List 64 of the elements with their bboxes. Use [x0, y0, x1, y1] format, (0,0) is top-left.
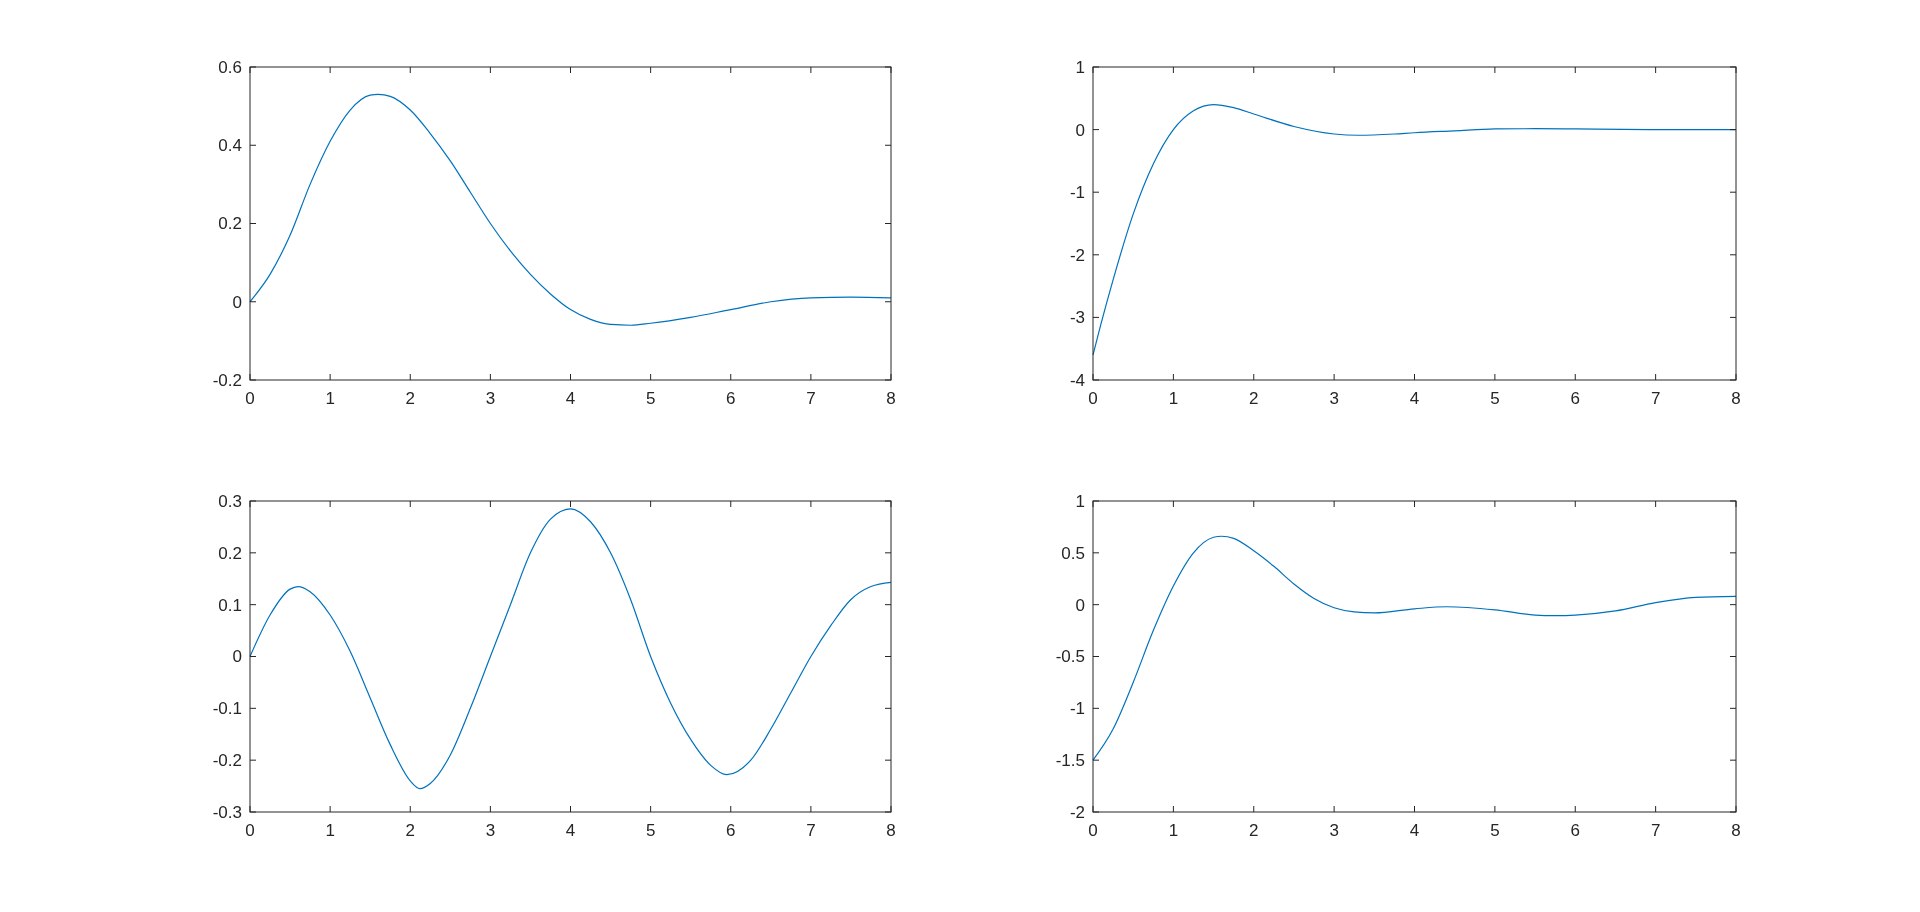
x-tick-label: 4 — [1409, 821, 1420, 840]
x-tick-label: 4 — [565, 821, 576, 840]
x-tick-label: 8 — [1731, 389, 1741, 408]
y-tick-label: 1 — [1075, 491, 1085, 511]
x-tick-label: 8 — [1731, 821, 1741, 840]
x-tick-label: 0 — [245, 389, 255, 408]
y-tick-label: 0.3 — [218, 491, 242, 511]
x-tick-label: 6 — [1570, 389, 1580, 408]
x-tick-label: 4 — [1409, 389, 1420, 408]
y-tick-label: -1 — [1069, 183, 1085, 203]
y-tick-label: -2 — [1069, 802, 1085, 822]
y-tick-label: -1 — [1069, 699, 1085, 719]
x-tick-label: 7 — [806, 821, 816, 840]
x-tick-label: 7 — [806, 389, 816, 408]
y-tick-label: 0.2 — [218, 543, 242, 563]
y-tick-label: 0.4 — [218, 136, 242, 156]
line-series — [249, 508, 892, 790]
y-tick-label: 0.2 — [218, 214, 242, 234]
y-tick-label: 1 — [1075, 57, 1085, 77]
x-tick-label: 3 — [1329, 389, 1339, 408]
x-tick-label: 0 — [1088, 821, 1098, 840]
y-tick-label: -0.2 — [212, 370, 242, 390]
x-tick-label: 8 — [886, 389, 896, 408]
x-tick-label: 6 — [1570, 821, 1580, 840]
x-tick-label: 8 — [886, 821, 896, 840]
x-tick-label: 1 — [325, 821, 335, 840]
x-tick-label: 1 — [325, 389, 335, 408]
x-tick-label: 5 — [1490, 389, 1500, 408]
x-tick-label: 5 — [645, 821, 656, 840]
y-tick-label: 0 — [232, 647, 242, 667]
x-tick-label: 0 — [1088, 389, 1098, 408]
y-tick-label: -0.3 — [212, 802, 242, 822]
x-tick-label: 3 — [485, 389, 496, 408]
x-tick-label: 6 — [726, 821, 736, 840]
x-tick-label: 0 — [245, 821, 255, 840]
x-tick-label: 2 — [1249, 389, 1259, 408]
x-tick-label: 3 — [1329, 821, 1339, 840]
y-tick-label: -0.2 — [212, 751, 242, 771]
y-tick-label: -0.5 — [1055, 647, 1085, 667]
y-tick-label: -0.1 — [212, 699, 242, 719]
y-tick-label: 0 — [1075, 595, 1085, 615]
y-tick-label: -3 — [1069, 308, 1085, 328]
x-tick-label: 2 — [1249, 821, 1259, 840]
x-tick-label: 1 — [1168, 389, 1179, 408]
x-tick-label: 7 — [1650, 821, 1661, 840]
x-tick-label: 2 — [405, 821, 415, 840]
x-tick-label: 2 — [405, 389, 415, 408]
y-tick-label: -4 — [1069, 370, 1085, 390]
x-tick-label: 7 — [1650, 389, 1661, 408]
x-tick-label: 5 — [645, 389, 656, 408]
line-series — [249, 93, 892, 326]
y-tick-label: -1.5 — [1055, 751, 1085, 771]
y-tick-label: 0.5 — [1061, 543, 1085, 563]
y-tick-label: 0.1 — [218, 595, 242, 615]
y-tick-label: 0 — [1075, 120, 1085, 140]
x-tick-label: 5 — [1490, 821, 1500, 840]
x-tick-label: 1 — [1168, 821, 1179, 840]
line-series — [1092, 535, 1737, 761]
x-tick-label: 3 — [485, 821, 496, 840]
y-tick-label: 0.6 — [218, 57, 242, 77]
x-tick-label: 6 — [726, 389, 736, 408]
y-tick-label: 0 — [232, 292, 242, 312]
x-tick-label: 4 — [565, 389, 576, 408]
y-tick-label: -2 — [1069, 245, 1085, 265]
